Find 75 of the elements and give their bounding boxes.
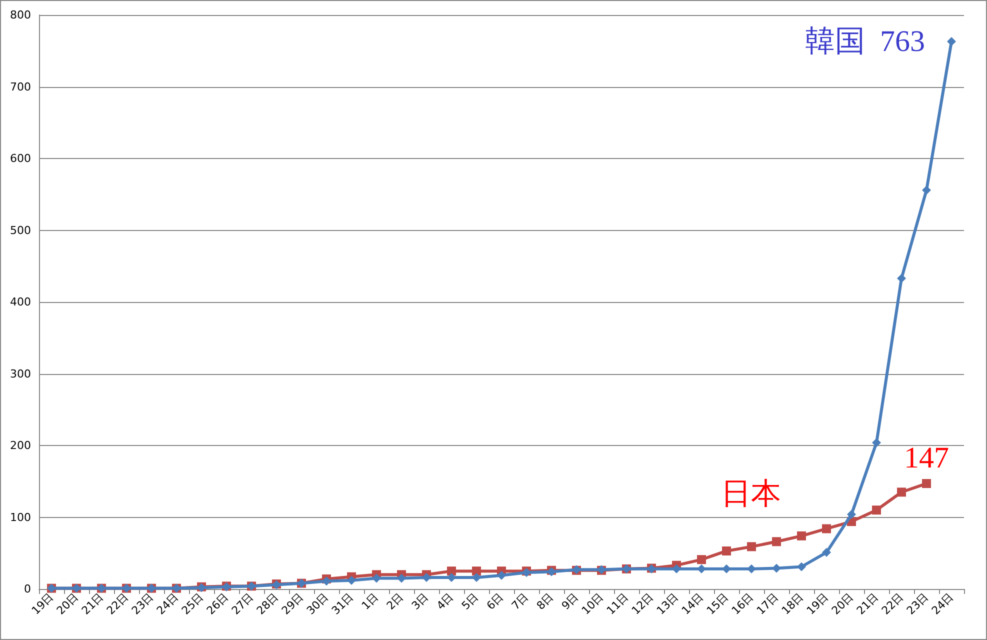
x-tick-label: 8日 [534, 590, 556, 612]
point [772, 537, 781, 546]
x-tick-label: 31日 [329, 590, 356, 618]
text: 韓国 763 [805, 25, 925, 58]
x-tick-label: 2日 [384, 590, 406, 612]
point [697, 564, 706, 574]
x-tick-label: 28日 [254, 590, 282, 618]
y-tick-label: 300 [10, 367, 31, 380]
x-tick-label: 21日 [79, 590, 106, 618]
y-tick-label: 700 [10, 80, 31, 94]
x-tick-label: 24日 [154, 590, 182, 618]
x-tick-label: 20日 [54, 590, 82, 618]
x-tick-label: 9日 [559, 590, 582, 612]
x-tick-label: 18日 [779, 590, 806, 618]
x-tick-label: 3日 [409, 590, 432, 612]
x-tick-label: 17日 [754, 590, 782, 618]
x-tick-label: 27日 [229, 590, 256, 618]
y-tick-label: 200 [10, 439, 31, 452]
point [397, 574, 406, 583]
x-tick-label: 4日 [434, 590, 456, 612]
point [472, 566, 481, 576]
x-tick-label: 14日 [679, 590, 706, 618]
x-tick-label: 26日 [204, 590, 232, 618]
point [797, 531, 806, 540]
point [922, 186, 931, 195]
x-tick-label: 24日 [929, 590, 956, 618]
point [847, 510, 856, 519]
x-tick-label: 29日 [279, 590, 306, 618]
point [897, 274, 906, 283]
y-tick-label: 400 [10, 296, 31, 308]
x-tick-label: 22日 [104, 590, 132, 618]
point [372, 574, 381, 583]
x-tick-label: 5日 [459, 590, 482, 612]
x-tick-label: 25日 [179, 590, 206, 618]
data-label: 147 [904, 442, 949, 475]
y-tick-label: 500 [10, 224, 31, 237]
x-tick-label: 7日 [509, 590, 532, 612]
x-tick-label: 10日 [579, 590, 606, 618]
x-tick-label: 1日 [359, 590, 382, 612]
x-tick-label: 23日 [904, 590, 932, 618]
series-label: 日本 [721, 478, 781, 510]
point [747, 564, 756, 574]
y-tick-label: 0 [24, 582, 31, 596]
y-tick-label: 100 [10, 510, 31, 524]
x-tick-label: 19日 [29, 590, 56, 618]
y-tick-label: 800 [10, 8, 31, 22]
point [872, 438, 881, 448]
point [822, 524, 831, 534]
point [722, 564, 731, 574]
x-tick-label: 20日 [829, 590, 856, 618]
x-tick-label: 21日 [854, 590, 882, 618]
x-tick-label: 30日 [304, 590, 332, 618]
point [797, 562, 806, 572]
x-tick-label: 23日 [129, 590, 156, 618]
point [897, 488, 906, 497]
point [747, 542, 756, 552]
point [822, 548, 831, 557]
x-tick-label: 16日 [729, 590, 756, 618]
point [872, 506, 881, 515]
point [947, 37, 956, 46]
point [697, 555, 706, 564]
point [497, 570, 506, 580]
y-tick-label: 600 [10, 152, 31, 165]
x-tick-label: 22日 [879, 590, 906, 618]
x-tick-label: 15日 [704, 590, 732, 618]
x-tick-label: 12日 [629, 590, 656, 618]
x-tick-label: 11日 [604, 590, 632, 618]
x-tick-label: 6日 [484, 590, 506, 612]
point [722, 546, 731, 556]
point [772, 564, 781, 573]
point [672, 564, 681, 574]
point [447, 566, 456, 576]
x-tick-label: 19日 [804, 590, 832, 618]
x-tick-label: 13日 [654, 590, 682, 618]
point [922, 479, 931, 488]
